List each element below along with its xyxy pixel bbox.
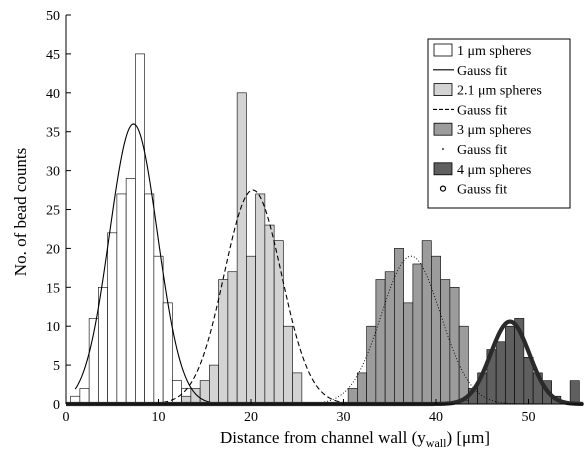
legend-entry-1: 1 μm spheres [433,43,531,59]
bar-3-um-spheres [440,279,451,405]
y-tick-label: 5 [53,359,60,374]
y-tick-label: 15 [46,281,60,296]
bar-1-um-spheres [125,178,136,405]
x-axis-title: Distance from channel wall (ywall) [μm] [220,428,490,447]
bar-3-um-spheres [384,271,395,405]
legend-label: Gauss fit [457,183,507,198]
bar-2-1-um-spheres [273,240,284,405]
legend-label: Gauss fit [457,64,507,79]
y-tick-label: 20 [46,242,60,257]
bar-3-um-spheres [394,248,404,405]
y-tick-label: 30 [46,165,60,180]
bar-4-um-spheres [495,341,506,405]
y-tick-label: 45 [46,48,60,63]
y-axis-title: No. of bead counts [11,148,30,276]
bar-4-um-spheres [505,325,515,405]
x-tick-label: 0 [63,410,70,425]
bar-1-um-spheres [135,53,145,405]
legend-marker [442,148,444,150]
legend-swatch [433,43,453,57]
x-tick-label: 10 [152,410,166,425]
legend-entry-4: Gauss fit [433,103,507,118]
bar-1-um-spheres [116,193,127,405]
bar-3-um-spheres [431,255,441,405]
legend-label: Gauss fit [457,103,507,118]
x-tick-label: 30 [337,410,351,425]
bar-3-um-spheres [403,302,414,405]
bar-3-um-spheres [449,286,460,405]
bar-1-um-spheres [107,232,118,405]
bar-3-um-spheres [357,372,367,405]
bar-1-um-spheres [144,193,155,405]
legend-entry-5: 3 μm spheres [433,122,531,138]
bar-3-um-spheres [412,263,423,405]
bar-2-1-um-spheres [255,193,266,405]
y-tick-label: 10 [46,320,60,335]
legend-entry-3: 2.1 μm spheres [433,83,542,99]
legend: 1 μm spheres Gauss fit 2.1 μm spheres Gauss… [427,38,571,209]
bar-4-um-spheres [569,380,580,405]
x-tick-label: 50 [522,410,536,425]
bar-3-um-spheres [366,325,377,405]
legend-entry-2: Gauss fit [433,64,507,79]
x-axis-title-tail: ) [μm] [446,428,490,447]
y-tick-label: 40 [46,87,60,102]
x-axis-title-subscript: wall [426,436,447,447]
bar-1-um-spheres [172,380,182,405]
legend-marker [439,185,447,192]
bar-2-1-um-spheres [209,364,219,405]
bar-2-1-um-spheres [264,224,275,405]
axes-layer: 0 5 10 15 20 25 30 35 40 45 50 0 10 20 30 40 50 [46,9,584,425]
x-axis-title-main: Distance from channel wall (y [220,428,426,447]
x-tick-label: 40 [429,410,443,425]
legend-swatch [433,162,453,176]
bar-2-1-um-spheres [227,271,238,405]
legend-entry-6: Gauss fit [442,143,507,158]
legend-label: 1 μm spheres [457,44,531,59]
legend-label: 4 μm spheres [457,163,531,178]
bar-1-um-spheres [98,286,108,405]
bar-2-1-um-spheres [236,92,247,405]
legend-swatch [433,122,453,136]
bar-3-um-spheres [347,388,358,405]
x-tick-label: 20 [244,410,258,425]
bars-layer [70,53,580,405]
bar-3-um-spheres [458,325,469,405]
legend-entry-7: 4 μm spheres [433,162,531,178]
bar-3-um-spheres [421,240,432,405]
bar-2-1-um-spheres [218,279,229,405]
y-tick-label: 50 [46,9,60,24]
legend-label: 3 μm spheres [457,123,531,138]
legend-label: Gauss fit [457,143,507,158]
y-tick-label: 25 [46,204,60,219]
bar-3-um-spheres [375,279,386,405]
bar-2-1-um-spheres [292,372,303,405]
legend-label: 2.1 μm spheres [457,84,542,99]
y-tick-label: 35 [46,126,60,141]
y-tick-label: 0 [53,398,60,413]
legend-swatch [433,83,453,96]
legend-entry-8: Gauss fit [439,183,507,198]
bar-2-1-um-spheres [246,255,256,405]
bar-1-um-spheres [79,388,90,405]
bar-2-1-um-spheres [283,325,293,405]
bar-1-um-spheres [153,255,164,405]
